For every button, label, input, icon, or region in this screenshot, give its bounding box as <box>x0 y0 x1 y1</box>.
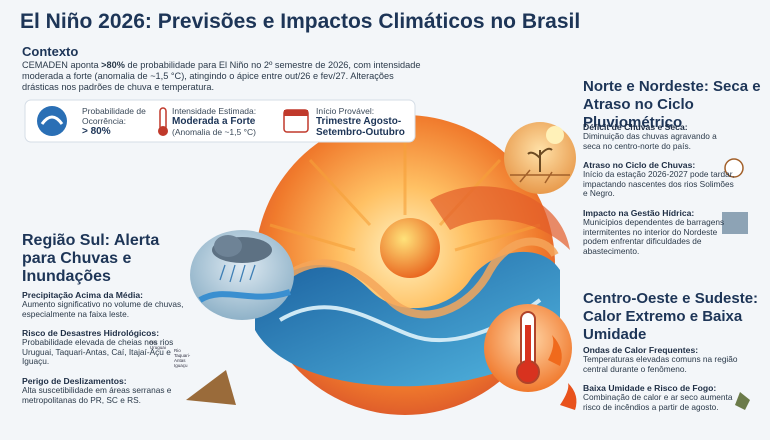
title: El Niño 2026: Previsões e Impactos Climá… <box>20 10 581 33</box>
item-heading: Impacto na Gestão Hídrica: <box>583 207 695 218</box>
wave-band <box>267 237 559 319</box>
item-text: Início da estação 2026-2027 pode tardar,… <box>583 169 735 199</box>
stat: Início Provável: Trimestre Agosto-Setemb… <box>316 106 414 138</box>
stat: Probabilidade de Ocorrência: > 80% <box>82 106 152 137</box>
section-items: Precipitação Acima da Média: Aumento sign… <box>22 290 187 414</box>
item-text: Probabilidade elevada de cheias nos rios… <box>22 337 174 367</box>
sun <box>380 218 440 278</box>
item-text: Temperaturas elevadas comuns na região c… <box>583 354 738 374</box>
context-highlight: >80% <box>101 60 125 70</box>
section-title: Norte e Nordeste: Seca e Atraso no Ciclo… <box>583 78 761 131</box>
item-heading: Baixa Umidade e Risco de Fogo: <box>583 383 717 394</box>
stat-value: Moderada a Forte <box>172 116 256 127</box>
probability-icon <box>37 106 67 136</box>
item: Precipitação Acima da Média: Aumento sign… <box>22 290 187 319</box>
item-heading: Perigo de Deslizamentos: <box>22 375 127 386</box>
item-text: Combinação de calor e ar seco aumenta ri… <box>583 392 733 412</box>
stats-box <box>24 99 416 143</box>
item: Impacto na Gestão Hídrica: Municípios dep… <box>583 208 735 256</box>
item: Risco de Desastres Hidrológicos: Probabil… <box>22 328 187 367</box>
stat-label: Probabilidade de Ocorrência: <box>82 106 146 126</box>
item-heading: Atraso no Ciclo de Chuvas: <box>583 160 696 171</box>
section-items: Ondas de Calor Frequentes: Temperaturas e… <box>583 345 743 421</box>
item: Déficit de Chuvas e Seca: Diminuição das … <box>583 122 735 151</box>
leaf-icon <box>735 392 750 410</box>
context-part: de probabilidade para El Niño no 2º seme… <box>22 60 421 92</box>
item: Baixa Umidade e Risco de Fogo: Combinação… <box>583 383 743 412</box>
item: Ondas de Calor Frequentes: Temperaturas e… <box>583 345 743 374</box>
context-text: CEMADEN aponta >80% de probabilidade par… <box>22 60 427 93</box>
clock-icon <box>724 158 744 178</box>
stat-note: (Anomalia de ~1,5 °C) <box>172 127 256 137</box>
landslide-icon <box>186 370 236 405</box>
stat-label: Início Provável: <box>316 106 375 116</box>
context-heading: Contexto <box>22 44 79 59</box>
section-title: Centro-Oeste e Sudeste: Calor Extremo e … <box>583 290 759 343</box>
item-heading: Risco de Desastres Hidrológicos: <box>22 328 160 339</box>
stat-label: Intensidade Estimada: <box>172 106 257 116</box>
item-heading: Precipitação Acima da Média: <box>22 290 143 300</box>
item-text: Alta suscetibilidade em áreas serranas e… <box>22 384 172 405</box>
item: Perigo de Deslizamentos: Alta suscetibili… <box>22 376 187 405</box>
map-label: Rio Uruguai <box>150 340 166 350</box>
item-text: Aumento significativo no volume de chuva… <box>22 299 184 319</box>
heat-swirl <box>430 186 570 250</box>
item-heading: Déficit de Chuvas e Seca: <box>583 122 688 132</box>
item-text: Diminuição das chuvas agravando a seca n… <box>583 131 717 151</box>
context-part: CEMADEN aponta <box>22 60 102 70</box>
stat-value: > 80% <box>82 126 111 137</box>
stat: Intensidade Estimada: Moderada a Forte (… <box>172 106 282 137</box>
item-heading: Ondas de Calor Frequentes: <box>583 345 699 355</box>
fire-icon <box>560 383 577 410</box>
item-text: Municípios dependentes de barragens inte… <box>583 216 725 256</box>
dam-icon <box>722 212 748 234</box>
stat-value: Trimestre Agosto-Setembro-Outubro <box>316 116 405 138</box>
item: Atraso no Ciclo de Chuvas: Início da esta… <box>583 160 735 199</box>
map-label: Rio Taquari-Antas Iguaçu <box>174 348 191 368</box>
section-items: Déficit de Chuvas e Seca: Diminuição das … <box>583 122 735 265</box>
section-title: Região Sul: Alerta para Chuvas e Inundaç… <box>22 232 160 285</box>
